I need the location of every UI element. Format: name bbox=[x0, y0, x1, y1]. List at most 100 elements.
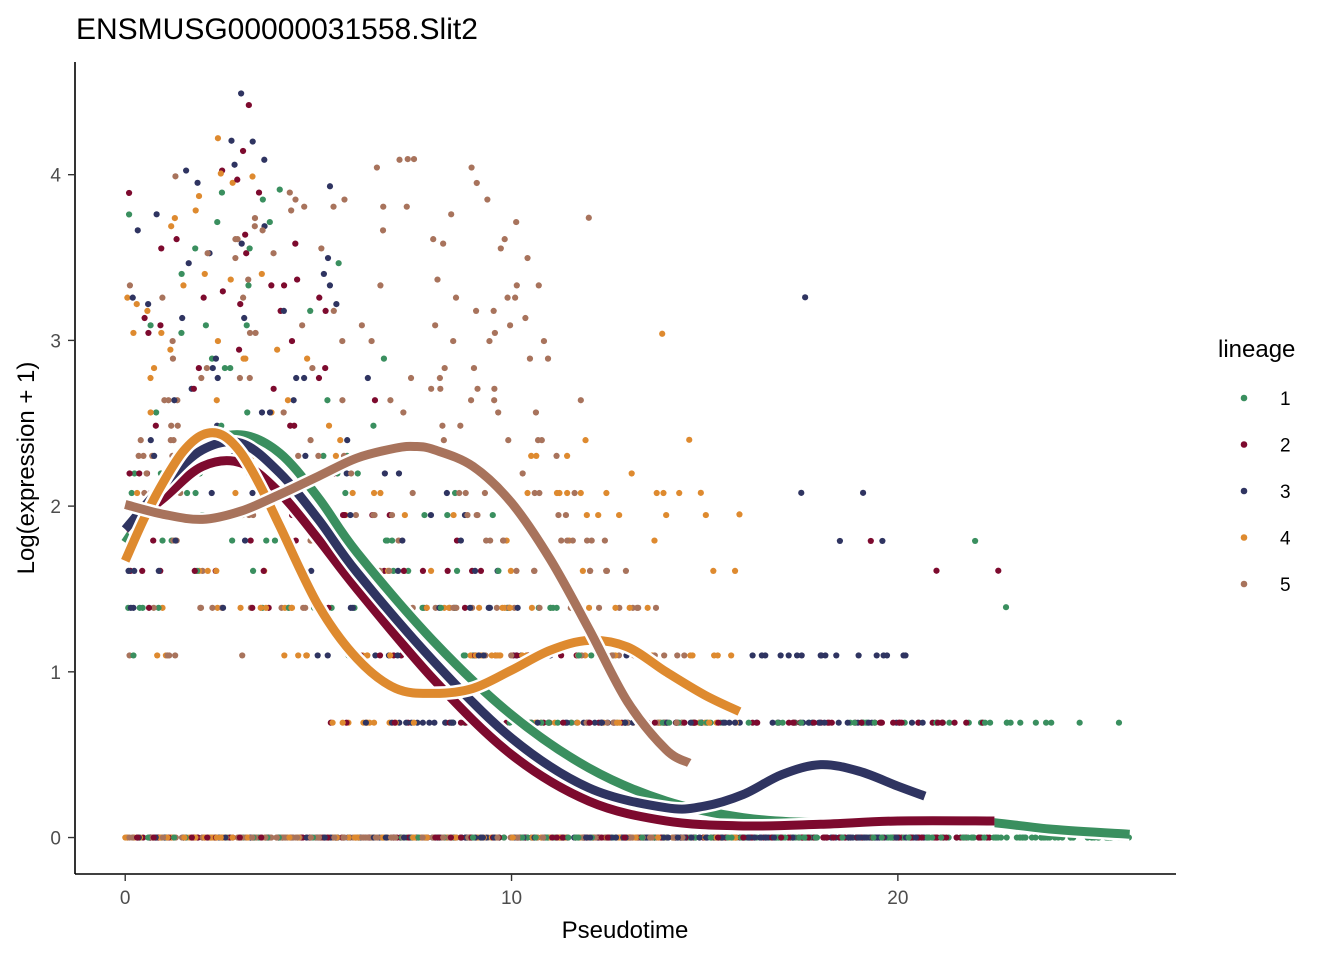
cell-point-lineage-3 bbox=[751, 834, 758, 841]
cell-point-lineage-4 bbox=[564, 452, 571, 460]
cell-point-lineage-5 bbox=[514, 834, 521, 841]
cell-point-lineage-5 bbox=[538, 437, 545, 444]
cell-point-lineage-2 bbox=[586, 719, 593, 726]
cell-point-lineage-5 bbox=[245, 276, 252, 283]
cell-point-lineage-2 bbox=[249, 604, 256, 611]
cell-point-lineage-2 bbox=[315, 374, 323, 382]
cell-point-lineage-4 bbox=[158, 329, 165, 337]
cell-point-lineage-4 bbox=[258, 270, 265, 278]
cell-point-lineage-1 bbox=[801, 834, 808, 841]
cell-point-lineage-1 bbox=[990, 834, 997, 841]
cell-point-lineage-3 bbox=[863, 834, 870, 841]
cell-point-lineage-2 bbox=[785, 719, 792, 726]
curve-lineage-2 bbox=[122, 456, 995, 831]
cell-point-lineage-5 bbox=[553, 452, 560, 460]
cell-point-lineage-2 bbox=[714, 834, 722, 841]
cell-point-lineage-5 bbox=[491, 385, 498, 392]
cell-point-lineage-4 bbox=[351, 834, 359, 841]
cell-point-lineage-2 bbox=[292, 240, 299, 247]
cell-point-lineage-3 bbox=[314, 652, 321, 659]
cell-point-lineage-5 bbox=[294, 834, 301, 841]
cell-point-lineage-5 bbox=[439, 422, 446, 429]
cell-point-lineage-2 bbox=[152, 422, 159, 429]
cell-point-lineage-1 bbox=[871, 719, 878, 726]
cell-point-lineage-5 bbox=[330, 203, 337, 210]
cell-point-lineage-1 bbox=[697, 719, 704, 726]
cell-point-lineage-5 bbox=[467, 397, 475, 404]
cell-point-lineage-4 bbox=[494, 652, 501, 659]
cell-point-lineage-3 bbox=[475, 652, 482, 659]
cell-point-lineage-2 bbox=[204, 834, 211, 841]
cell-point-lineage-3 bbox=[687, 719, 694, 726]
cell-point-lineage-2 bbox=[340, 511, 347, 519]
cell-point-lineage-3 bbox=[127, 604, 134, 611]
cell-point-lineage-1 bbox=[925, 834, 933, 841]
cell-point-lineage-5 bbox=[486, 337, 493, 345]
cell-point-lineage-4 bbox=[410, 834, 417, 841]
cell-point-lineage-5 bbox=[209, 604, 216, 611]
cell-point-lineage-5 bbox=[440, 437, 447, 444]
y-axis-ticks: 0 1 2 3 4 bbox=[50, 166, 75, 850]
cell-point-lineage-2 bbox=[316, 294, 323, 301]
cell-point-lineage-5 bbox=[505, 437, 512, 444]
legend: lineage 1 2 3 4 5 bbox=[1218, 336, 1295, 596]
cell-point-lineage-2 bbox=[322, 364, 329, 372]
cell-point-lineage-2 bbox=[692, 719, 699, 726]
cell-point-lineage-2 bbox=[447, 834, 455, 841]
cell-point-lineage-1 bbox=[1017, 834, 1024, 841]
cell-point-lineage-1 bbox=[1076, 719, 1083, 726]
cell-point-lineage-3 bbox=[381, 470, 388, 477]
cell-point-lineage-3 bbox=[155, 567, 162, 575]
cell-point-lineage-1 bbox=[469, 834, 477, 841]
cell-point-lineage-1 bbox=[870, 834, 877, 841]
cell-point-lineage-3 bbox=[443, 489, 450, 497]
legend-key-4 bbox=[1240, 534, 1248, 541]
cell-point-lineage-5 bbox=[197, 604, 205, 611]
cell-point-lineage-5 bbox=[407, 374, 415, 382]
cell-point-lineage-3 bbox=[688, 834, 695, 841]
cell-point-lineage-2 bbox=[134, 834, 141, 841]
x-tick-label: 0 bbox=[120, 888, 131, 909]
cell-point-lineage-1 bbox=[588, 652, 595, 659]
cell-point-lineage-1 bbox=[202, 322, 209, 329]
cell-point-lineage-1 bbox=[335, 260, 342, 267]
legend-label-5: 5 bbox=[1280, 575, 1291, 596]
cell-point-lineage-3 bbox=[172, 537, 179, 544]
cell-point-lineage-2 bbox=[125, 189, 133, 197]
cell-point-lineage-4 bbox=[410, 719, 417, 726]
cell-point-lineage-1 bbox=[532, 834, 539, 841]
cell-point-lineage-3 bbox=[249, 138, 256, 145]
cell-point-lineage-1 bbox=[145, 834, 152, 841]
cell-point-lineage-1 bbox=[320, 452, 327, 460]
cell-point-lineage-5 bbox=[434, 276, 441, 283]
cell-point-lineage-5 bbox=[143, 470, 150, 477]
cell-point-lineage-5 bbox=[359, 834, 366, 841]
cell-point-lineage-1 bbox=[229, 537, 236, 544]
cell-point-lineage-5 bbox=[564, 537, 571, 544]
cell-point-lineage-4 bbox=[154, 652, 161, 659]
cell-point-lineage-2 bbox=[953, 834, 960, 841]
cell-point-lineage-4 bbox=[702, 511, 709, 519]
cell-point-lineage-3 bbox=[212, 355, 220, 362]
cell-point-lineage-3 bbox=[466, 604, 474, 611]
cell-point-lineage-5 bbox=[519, 470, 526, 477]
cell-point-lineage-5 bbox=[652, 604, 660, 611]
cell-point-lineage-5 bbox=[364, 834, 371, 841]
cell-point-lineage-3 bbox=[485, 604, 492, 611]
cell-point-lineage-2 bbox=[158, 245, 165, 252]
cell-point-lineage-1 bbox=[460, 652, 467, 659]
cell-point-lineage-1 bbox=[421, 511, 428, 519]
cell-point-lineage-4 bbox=[711, 652, 718, 659]
cell-point-lineage-1 bbox=[745, 719, 752, 726]
cell-point-lineage-1 bbox=[959, 834, 967, 841]
cell-point-lineage-5 bbox=[159, 834, 167, 841]
cell-point-lineage-4 bbox=[686, 436, 693, 443]
cell-point-lineage-5 bbox=[622, 567, 630, 575]
cell-point-lineage-2 bbox=[294, 276, 301, 283]
cell-point-lineage-5 bbox=[286, 189, 293, 196]
cell-point-lineage-5 bbox=[140, 452, 147, 460]
cell-point-lineage-5 bbox=[500, 537, 507, 544]
cell-point-lineage-2 bbox=[986, 834, 993, 841]
cell-point-lineage-4 bbox=[217, 834, 224, 841]
cell-point-lineage-1 bbox=[1028, 834, 1036, 841]
